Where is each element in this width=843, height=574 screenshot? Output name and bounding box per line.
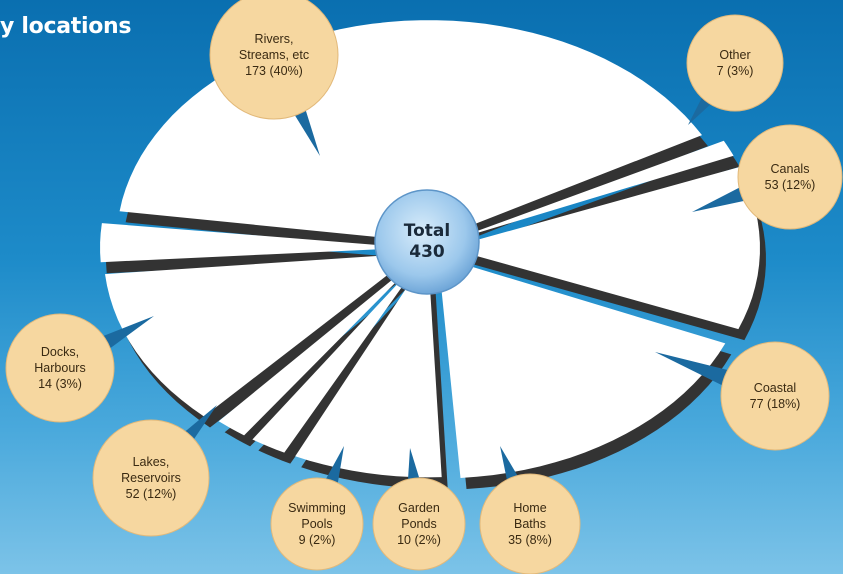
slice-garden-ponds xyxy=(252,254,425,453)
slice-canals xyxy=(448,167,760,330)
label-coastal-line-2: 77 (18%) xyxy=(750,397,801,411)
slice-other xyxy=(446,140,734,243)
label-garden-ponds-line-2: Ponds xyxy=(401,517,436,531)
label-garden-ponds-line-3: 10 (2%) xyxy=(397,533,441,547)
label-home-baths-line-3: 35 (8%) xyxy=(508,533,552,547)
callout-bubbles: Other 7 (3%) Canals 53 (12%) Coastal 77 (18%)… xyxy=(5,0,843,574)
bubble-docks-harbours xyxy=(5,313,115,423)
total-label: Total xyxy=(404,221,450,241)
label-rivers-streams-etc-line-1: Rivers, xyxy=(255,32,294,46)
label-other-line-1: Other xyxy=(719,48,750,62)
label-docks-harbours-line-1: Docks, xyxy=(41,345,79,359)
label-swimming-pools-line-3: 9 (2%) xyxy=(299,533,336,547)
bubble-rivers-streams-etc xyxy=(209,0,339,120)
bubble-home-baths xyxy=(479,473,581,574)
label-home-baths-line-2: Baths xyxy=(514,517,546,531)
label-other-line-2: 7 (3%) xyxy=(717,64,754,78)
label-coastal-line-1: Coastal xyxy=(754,381,796,395)
slice-coastal xyxy=(438,256,726,478)
label-home-baths-line-1: Home xyxy=(513,501,546,515)
chart-title: y locations xyxy=(0,14,132,39)
pie-slices xyxy=(100,20,760,478)
label-rivers-streams-etc-line-3: 173 (40%) xyxy=(245,64,303,78)
bubble-swimming-pools xyxy=(270,477,364,571)
label-canals-line-2: 53 (12%) xyxy=(765,178,816,192)
slice-docks-harbours xyxy=(100,223,413,263)
total-value: 430 xyxy=(409,242,445,262)
label-docks-harbours-line-2: Harbours xyxy=(34,361,85,375)
label-canals-line-1: Canals xyxy=(771,162,810,176)
label-swimming-pools-line-1: Swimming xyxy=(288,501,346,515)
bubble-garden-ponds xyxy=(372,477,466,571)
slice-lakes-reservoirs xyxy=(105,253,416,417)
slice-swimming-pools xyxy=(218,253,424,436)
bubble-lakes-reservoirs xyxy=(92,419,210,537)
label-lakes-reservoirs-line-2: Reservoirs xyxy=(121,471,181,485)
label-docks-harbours-line-3: 14 (3%) xyxy=(38,377,82,391)
bubble-other xyxy=(686,14,784,112)
bubble-canals xyxy=(737,124,843,230)
total-circle xyxy=(374,189,480,295)
label-swimming-pools-line-2: Pools xyxy=(301,517,332,531)
label-lakes-reservoirs-line-1: Lakes, xyxy=(133,455,170,469)
label-garden-ponds-line-1: Garden xyxy=(398,501,440,515)
label-lakes-reservoirs-line-3: 52 (12%) xyxy=(126,487,177,501)
slice-home-baths xyxy=(295,255,442,478)
bubble-coastal xyxy=(720,341,830,451)
label-rivers-streams-etc-line-2: Streams, etc xyxy=(239,48,309,62)
